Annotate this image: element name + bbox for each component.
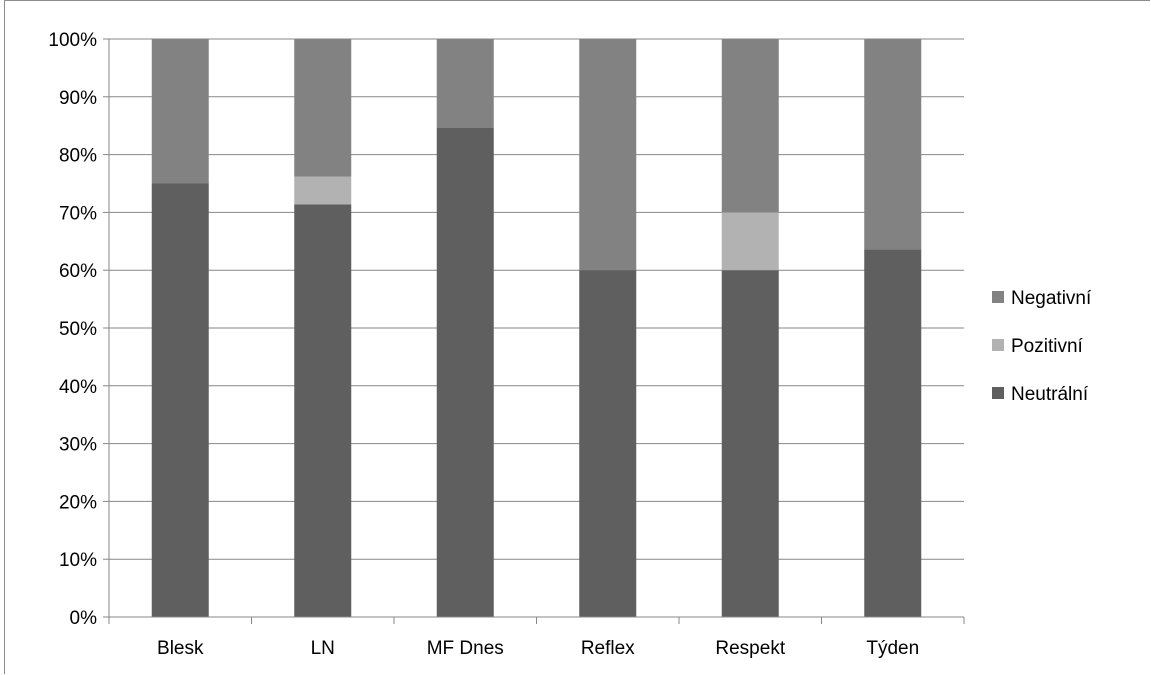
- y-tick-label: 90%: [59, 88, 97, 109]
- x-tick-label: LN: [311, 638, 335, 659]
- y-tick-label: 40%: [59, 377, 97, 398]
- chart-frame: [4, 0, 1150, 674]
- x-tick-label: Respekt: [715, 638, 785, 659]
- y-tick-label: 70%: [59, 203, 97, 224]
- y-tick-label: 100%: [48, 30, 97, 51]
- y-tick-label: 30%: [59, 435, 97, 456]
- y-tick-labels: 0% 10% 20% 30% 40% 50% 60% 70% 80% 90% 100%: [48, 30, 97, 629]
- bar-neutralni-reflex: [579, 270, 637, 617]
- bar-negativni-reflex: [579, 39, 637, 271]
- bar-pozitivni-ln: [294, 176, 352, 205]
- bar-neutralni-tyden: [864, 249, 922, 617]
- legend-label-neutralni: Neutrální: [1011, 384, 1089, 405]
- bar-negativni-ln: [294, 39, 352, 177]
- x-tick-label: Reflex: [581, 638, 635, 659]
- x-tick-label: Týden: [866, 638, 919, 659]
- y-tick-label: 10%: [59, 550, 97, 571]
- bar-negativni-respekt: [721, 39, 779, 213]
- y-tick-label: 20%: [59, 492, 97, 513]
- bar-pozitivni-respekt: [721, 212, 779, 271]
- bar-neutralni-blesk: [151, 183, 209, 617]
- x-tick-labels: Blesk LN MF Dnes Reflex Respekt Týden: [157, 638, 919, 659]
- legend-swatch-neutralni: [992, 387, 1004, 399]
- bar-neutralni-ln: [294, 204, 352, 618]
- legend-label-pozitivni: Pozitivní: [1011, 336, 1084, 357]
- legend-label-negativni: Negativní: [1011, 288, 1092, 309]
- bar-neutralni-mf-dnes: [436, 128, 494, 617]
- x-tick-label: MF Dnes: [427, 638, 504, 659]
- bar-negativni-tyden: [864, 39, 922, 250]
- x-tick-label: Blesk: [157, 638, 204, 659]
- axes: [103, 38, 965, 624]
- y-tick-label: 50%: [59, 319, 97, 340]
- gridlines: [109, 38, 964, 560]
- legend-swatch-negativni: [992, 291, 1004, 303]
- bar-stacks: [151, 39, 922, 618]
- legend-swatch-pozitivni: [992, 339, 1004, 351]
- legend: Negativní Pozitivní Neutrální: [992, 288, 1092, 405]
- bar-neutralni-respekt: [721, 270, 779, 617]
- y-tick-label: 80%: [59, 146, 97, 167]
- bar-negativni-blesk: [151, 39, 209, 184]
- bar-negativni-mf-dnes: [436, 39, 494, 129]
- y-tick-label: 0%: [70, 608, 98, 629]
- y-tick-label: 60%: [59, 261, 97, 282]
